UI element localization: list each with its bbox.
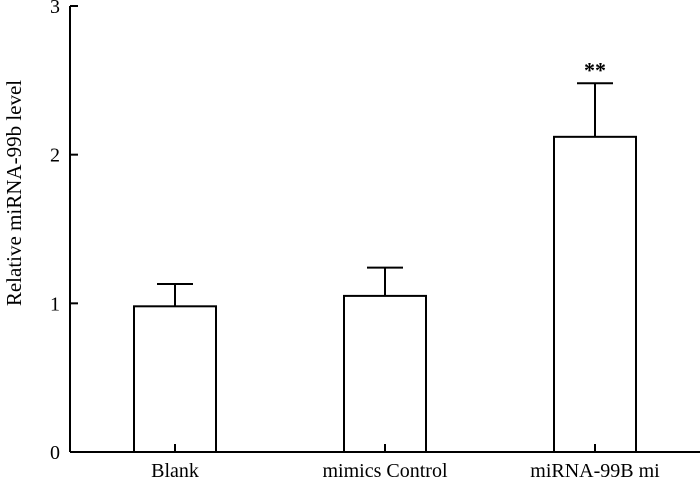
bar [133, 305, 217, 453]
y-tick-label: 1 [50, 293, 60, 315]
bar [553, 135, 637, 453]
x-tick-label: miRNA-99B mi [530, 460, 660, 480]
x-tick-label: Blank [151, 460, 199, 480]
x-axis: Blank mimics Control miRNA-99B mi [70, 444, 700, 480]
y-tick-label: 2 [50, 145, 60, 167]
y-tick-label: 3 [50, 0, 60, 18]
y-axis-label: Relative miRNA-99b level [2, 80, 26, 306]
y-tick-label: 0 [50, 442, 60, 464]
y-axis: 0 1 2 3 [50, 0, 78, 464]
bar [343, 294, 427, 453]
significance-label: ** [584, 57, 606, 82]
x-tick-label: mimics Control [323, 460, 448, 480]
bars: ** [133, 57, 637, 453]
